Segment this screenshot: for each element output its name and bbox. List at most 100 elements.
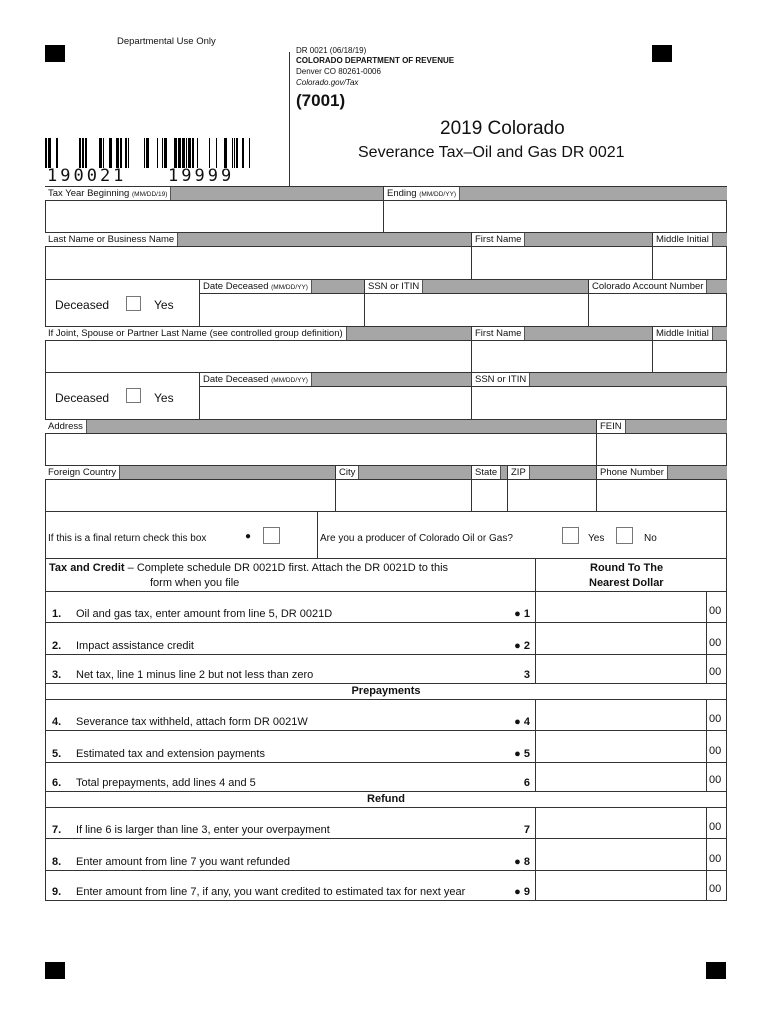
barcode-number-left: 190021 <box>47 166 127 186</box>
divider <box>706 807 707 838</box>
tax-year-ending-input[interactable] <box>384 201 726 232</box>
bullet-icon: ● <box>245 531 252 542</box>
cents-label: 00 <box>709 605 722 617</box>
zip-input[interactable] <box>508 481 595 512</box>
line-description: Severance tax withheld, attach form DR 0… <box>76 716 308 728</box>
line-7-amount-input[interactable] <box>536 807 705 838</box>
spouse-deceased-label: Deceased <box>55 391 110 405</box>
middle-initial-input[interactable] <box>653 248 726 279</box>
last-name-input[interactable] <box>46 248 470 279</box>
spouse-middle-initial-input[interactable] <box>653 342 726 372</box>
deceased-checkbox[interactable] <box>126 296 141 311</box>
colorado-account-input[interactable] <box>589 295 726 326</box>
line-description: Estimated tax and extension payments <box>76 748 265 760</box>
barcode-number-right: 19999 <box>168 166 235 186</box>
spouse-date-deceased-input[interactable] <box>200 388 470 419</box>
spouse-first-name-input[interactable] <box>472 342 651 372</box>
tax-year-beginning-input[interactable] <box>46 201 382 232</box>
divider <box>535 807 536 838</box>
divider <box>535 762 536 791</box>
city-input[interactable] <box>336 481 470 512</box>
divider <box>706 838 707 870</box>
line-number: 6. <box>52 777 62 789</box>
divider <box>335 465 336 512</box>
final-return-label: If this is a final return check this box <box>48 533 207 544</box>
last-name-label: Last Name or Business Name <box>45 233 179 246</box>
ssn-input[interactable] <box>365 295 587 326</box>
deceased-header: Date Deceased (MM/DD/YY) SSN or ITIN Col… <box>199 279 727 294</box>
spouse-ssn-input[interactable] <box>472 388 726 419</box>
line-description: Oil and gas tax, enter amount from line … <box>76 608 333 620</box>
producer-yes-checkbox[interactable] <box>562 527 579 544</box>
divider <box>706 730 707 762</box>
spouse-deceased-header: Date Deceased (MM/DD/YY) SSN or ITIN <box>199 372 727 387</box>
tax-year-header: Tax Year Beginning (MM/DD/19) Ending (MM… <box>45 186 727 201</box>
divider <box>45 654 727 655</box>
final-return-checkbox[interactable] <box>263 527 280 544</box>
divider <box>706 699 707 730</box>
spouse-date-deceased-label: Date Deceased (MM/DD/YY) <box>199 373 312 386</box>
deceased-label: Deceased <box>55 298 110 312</box>
line-reference: ● 8 <box>514 856 530 868</box>
line-number: 5. <box>52 748 62 760</box>
divider <box>317 511 318 559</box>
line-8-amount-input[interactable] <box>536 838 705 870</box>
divider <box>706 762 707 791</box>
divider <box>199 279 200 326</box>
line-number: 9. <box>52 886 62 898</box>
phone-input[interactable] <box>597 481 726 512</box>
divider <box>45 870 727 871</box>
cents-label: 00 <box>709 713 722 725</box>
state-input[interactable] <box>472 481 506 512</box>
agency-name: COLORADO DEPARTMENT OF REVENUE <box>296 56 455 65</box>
line-3-amount-input[interactable] <box>536 654 705 683</box>
spouse-first-name-label: First Name <box>471 327 526 340</box>
round-label-line2: Nearest Dollar <box>589 577 664 589</box>
tax-section <box>45 558 727 901</box>
cents-label: 00 <box>709 821 722 833</box>
divider <box>45 683 727 684</box>
cents-label: 00 <box>709 853 722 865</box>
producer-no-label: No <box>644 533 657 544</box>
line-9-amount-input[interactable] <box>536 870 705 900</box>
divider <box>588 279 589 326</box>
foreign-country-input[interactable] <box>46 481 334 512</box>
divider <box>383 186 384 232</box>
ending-label: Ending (MM/DD/YY) <box>383 187 461 200</box>
producer-question: Are you a producer of Colorado Oil or Ga… <box>320 533 513 544</box>
divider <box>535 730 536 762</box>
spouse-last-name-input[interactable] <box>46 342 470 372</box>
spouse-deceased-checkbox[interactable] <box>126 388 141 403</box>
line-5-amount-input[interactable] <box>536 730 705 762</box>
line-reference: ● 4 <box>514 716 530 728</box>
date-deceased-label: Date Deceased (MM/DD/YY) <box>199 280 312 293</box>
divider <box>471 326 472 372</box>
fein-label: FEIN <box>596 420 626 433</box>
divider <box>45 807 727 808</box>
divider <box>364 279 365 326</box>
date-deceased-input[interactable] <box>200 295 363 326</box>
line-1-amount-input[interactable] <box>536 591 705 622</box>
fein-input[interactable] <box>597 435 726 465</box>
cents-label: 00 <box>709 637 722 649</box>
divider <box>45 762 727 763</box>
name-header: Last Name or Business Name First Name Mi… <box>45 232 727 247</box>
line-2-amount-input[interactable] <box>536 622 705 654</box>
address-input[interactable] <box>46 435 595 465</box>
divider <box>706 591 707 622</box>
divider <box>471 465 472 512</box>
zip-label: ZIP <box>507 466 530 479</box>
middle-initial-label: Middle Initial <box>652 233 713 246</box>
line-6-amount-input[interactable] <box>536 762 705 791</box>
producer-no-checkbox[interactable] <box>616 527 633 544</box>
line-number: 2. <box>52 640 62 652</box>
cents-label: 00 <box>709 666 722 678</box>
spouse-middle-initial-label: Middle Initial <box>652 327 713 340</box>
tax-credit-heading: Tax and Credit – Complete schedule DR 00… <box>49 562 449 574</box>
registration-mark <box>652 45 672 62</box>
line-4-amount-input[interactable] <box>536 699 705 730</box>
line-reference: ● 9 <box>514 886 530 898</box>
first-name-input[interactable] <box>472 248 651 279</box>
round-label-line1: Round To The <box>590 562 664 574</box>
